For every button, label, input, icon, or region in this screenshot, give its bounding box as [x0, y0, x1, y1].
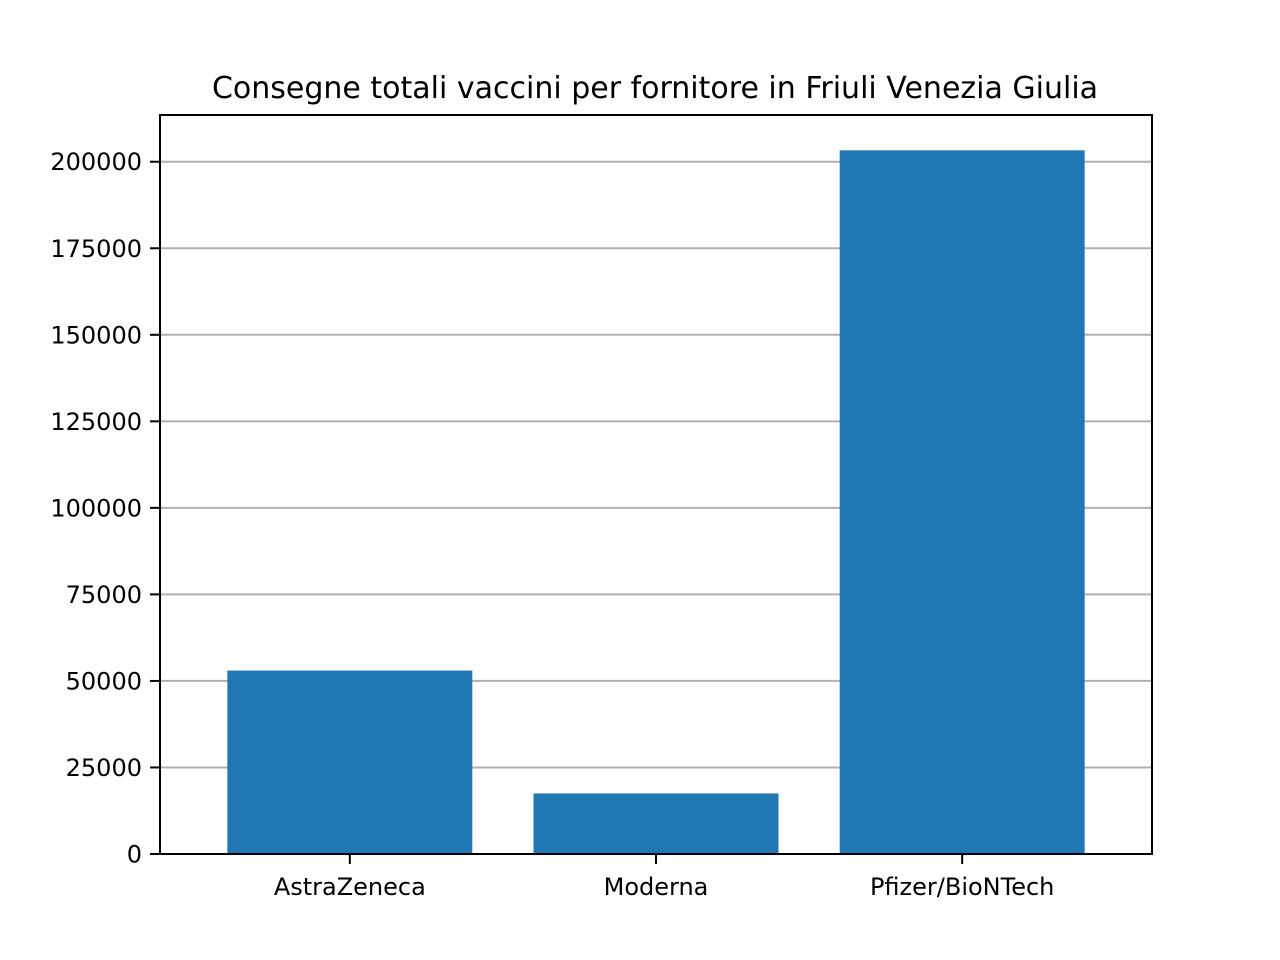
x-tick-label: AstraZeneca: [274, 873, 426, 901]
y-tick-label: 50000: [66, 667, 142, 695]
y-tick-label: 0: [127, 841, 142, 869]
bar-pfizer-biontech: [839, 150, 1085, 855]
y-tick-label: 200000: [50, 148, 142, 176]
bar-astrazeneca: [227, 670, 473, 854]
y-tick-label: 125000: [50, 408, 142, 436]
bar-moderna: [533, 793, 779, 854]
y-tick-label: 25000: [66, 754, 142, 782]
x-tick-label: Pfizer/BioNTech: [870, 873, 1054, 901]
bars: [227, 150, 1085, 855]
chart-title: Consegne totali vaccini per fornitore in…: [212, 71, 1098, 106]
y-tick-label: 150000: [50, 321, 142, 349]
y-tick-label: 100000: [50, 494, 142, 522]
y-tick-label: 175000: [50, 235, 142, 263]
y-axis-ticks: 0 25000 50000 75000 100000 125000 150000 175000…: [50, 148, 160, 869]
x-tick-label: Moderna: [604, 873, 709, 901]
y-tick-label: 75000: [66, 581, 142, 609]
x-axis-ticks: AstraZeneca Moderna Pfizer/BioNTech: [274, 854, 1054, 901]
